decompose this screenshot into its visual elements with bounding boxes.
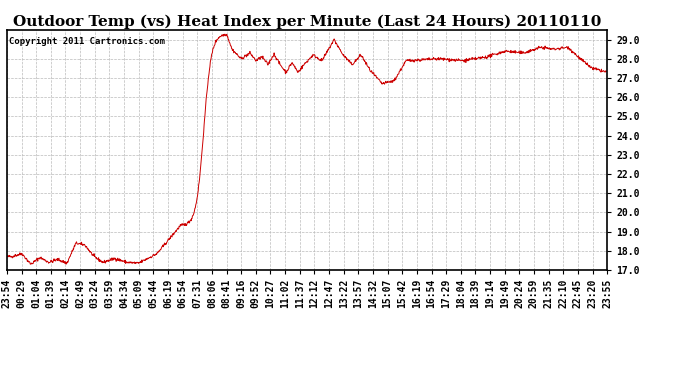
Title: Outdoor Temp (vs) Heat Index per Minute (Last 24 Hours) 20110110: Outdoor Temp (vs) Heat Index per Minute … [13, 15, 601, 29]
Text: Copyright 2011 Cartronics.com: Copyright 2011 Cartronics.com [9, 37, 165, 46]
